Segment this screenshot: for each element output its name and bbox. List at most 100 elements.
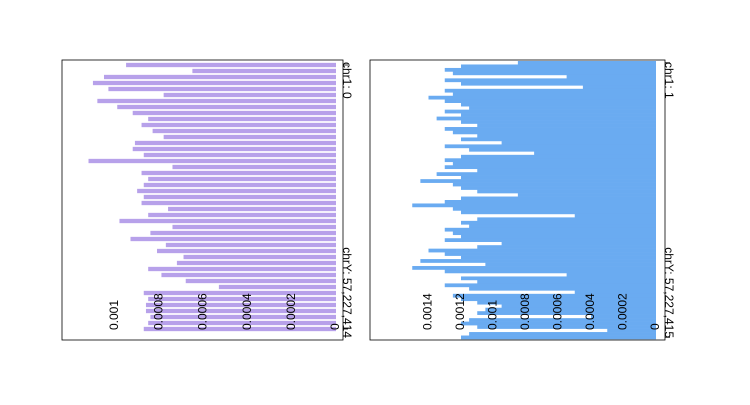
bar [477, 311, 656, 315]
bar [161, 272, 336, 278]
bar [172, 224, 336, 230]
bar [444, 283, 656, 288]
bar [485, 307, 656, 312]
x-tick-label: 0.0004 [583, 293, 597, 330]
bar [143, 326, 336, 332]
bar [165, 242, 336, 248]
bar [591, 314, 656, 319]
bar [150, 314, 336, 320]
bar [444, 238, 656, 242]
bar [412, 203, 656, 208]
bar [574, 290, 656, 295]
x-tick-label: 0.0002 [284, 293, 298, 330]
bar [607, 328, 656, 333]
bar [485, 262, 656, 267]
bar [163, 92, 336, 98]
bar [461, 210, 656, 215]
bar [477, 168, 656, 173]
bar [501, 241, 656, 246]
bar [150, 230, 336, 236]
bar [501, 304, 656, 309]
bar [436, 116, 656, 121]
bar [461, 102, 656, 107]
bar [143, 194, 336, 200]
bar [452, 130, 656, 135]
bar [420, 259, 656, 263]
bar [461, 335, 656, 340]
bar [92, 80, 336, 86]
bar [444, 99, 656, 103]
bar [134, 140, 336, 146]
x-tick-label: 0 [648, 323, 662, 330]
bar [428, 95, 656, 100]
bar [185, 278, 336, 284]
bar [148, 212, 336, 218]
bar [469, 224, 656, 229]
bar [469, 147, 656, 152]
x-tick-label: 0.0002 [616, 293, 630, 330]
bar [444, 227, 656, 232]
bar [444, 269, 656, 274]
bar [117, 104, 336, 110]
bar [461, 137, 656, 142]
bar [566, 74, 656, 79]
bar [444, 88, 656, 93]
bar [461, 64, 656, 69]
bar [119, 218, 336, 224]
bar [461, 196, 656, 201]
bar [477, 217, 656, 222]
category-label: chr1: 0 [340, 62, 354, 99]
bar [168, 206, 336, 212]
bar [461, 113, 656, 117]
bar [517, 193, 656, 197]
bar [103, 74, 336, 80]
bar [148, 320, 336, 326]
bar [477, 279, 656, 284]
bar [469, 318, 656, 322]
bar [461, 220, 656, 225]
bar [444, 144, 656, 149]
bar [141, 200, 336, 206]
bar [461, 120, 656, 124]
bar [137, 188, 336, 194]
bar [477, 133, 656, 138]
x-tick-label: 0.0014 [421, 293, 435, 330]
bar [141, 170, 336, 176]
bar [461, 321, 656, 326]
plot-frame [61, 59, 344, 341]
bar [461, 186, 656, 190]
bar [501, 140, 656, 145]
bar [582, 85, 656, 90]
bar [176, 260, 336, 266]
bar [148, 176, 336, 182]
bar [469, 286, 656, 291]
bar [452, 182, 656, 187]
bar [143, 182, 336, 188]
x-tick-label: 0.0006 [196, 293, 210, 330]
bar [97, 98, 337, 104]
bar [152, 128, 336, 134]
category-label: chr1: 1 [662, 62, 676, 99]
bar [477, 123, 656, 128]
bar [143, 152, 336, 158]
bar [145, 308, 336, 314]
bar [477, 245, 656, 249]
bar [444, 252, 656, 256]
bar [452, 206, 656, 211]
bar [469, 106, 656, 110]
bar [148, 296, 336, 302]
bar [461, 175, 656, 180]
x-tick-label: 0.0008 [151, 293, 165, 330]
bar [452, 71, 656, 76]
bar [148, 116, 336, 122]
bar [444, 158, 656, 163]
bar [157, 248, 336, 254]
bar [477, 300, 656, 305]
bar [566, 272, 656, 277]
bar [461, 276, 656, 281]
bar [461, 154, 656, 159]
bar [132, 146, 336, 152]
bar [452, 92, 656, 97]
bar [461, 255, 656, 260]
